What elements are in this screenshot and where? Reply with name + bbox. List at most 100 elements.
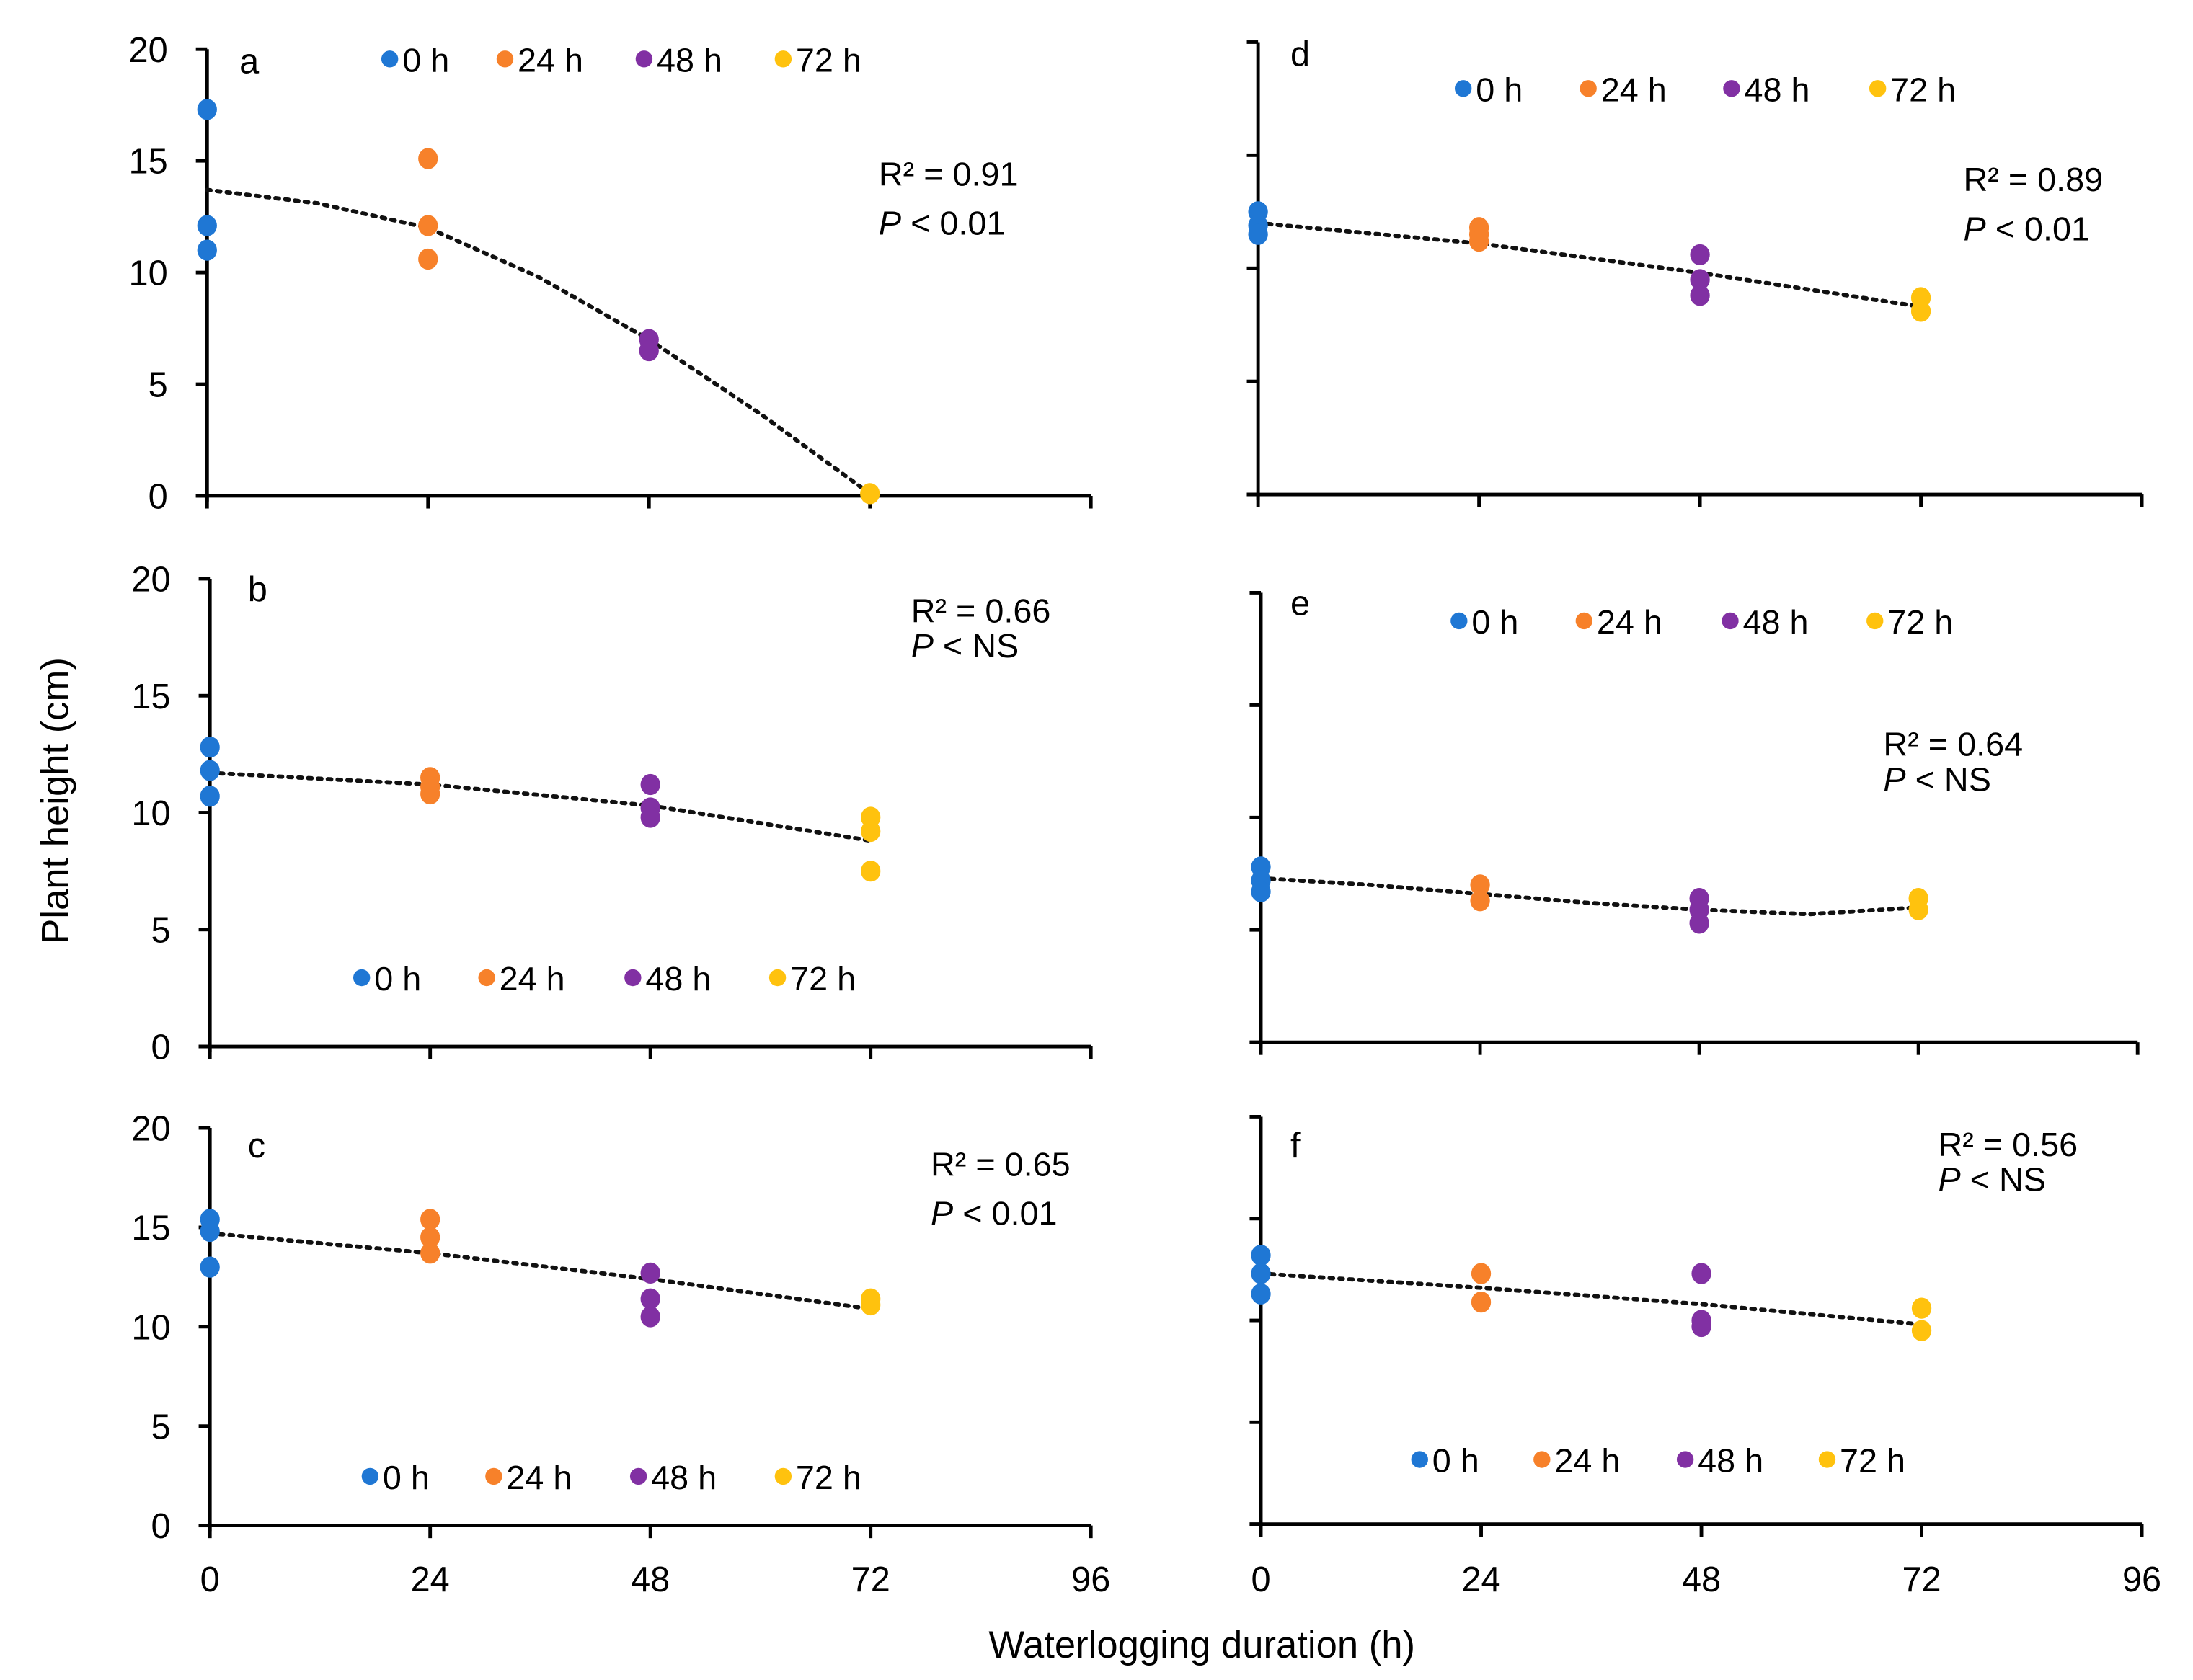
legend-label: 0 h [402, 41, 449, 79]
legend-label: 72 h [1840, 1442, 1905, 1480]
panel-a: 0 5 10 15 20 a 0 h 24 h 48 h 72 h R² = 0.91 P < 0.0… [129, 31, 1093, 517]
data-point-24h [1471, 1263, 1492, 1284]
y-tick-label: 0 [149, 478, 168, 517]
data-point-48h [1690, 244, 1710, 266]
panel-letter: a [239, 42, 260, 81]
data-point-72h [1911, 1320, 1932, 1341]
y-axis-label: Plant height (cm) [34, 657, 76, 944]
data-point-72h [861, 861, 881, 882]
y-tick-label: 20 [129, 31, 168, 70]
legend-marker [381, 50, 399, 68]
trendline [1256, 221, 1923, 309]
panel-e: e 0 h 24 h 48 h 72 h R² = 0.64P < NS [1249, 585, 2140, 1055]
y-tick-label: 0 [151, 1028, 171, 1067]
legend-label: 24 h [506, 1459, 572, 1496]
p-symbol: P [1964, 210, 1986, 247]
legend-label: 72 h [796, 1459, 861, 1496]
legend-label: 48 h [1744, 71, 1809, 108]
y-tick-label: 20 [131, 561, 170, 600]
data-point-72h [1910, 301, 1931, 322]
x-tick-label: 24 [411, 1560, 450, 1599]
data-point-24h [1468, 230, 1489, 252]
legend: 0 h 24 h 48 h 72 h [1411, 1442, 1905, 1480]
legend-label: 24 h [518, 41, 583, 79]
panel-letter: b [248, 570, 267, 609]
x-tick-label: 24 [1461, 1560, 1500, 1599]
legend-marker [768, 969, 787, 987]
p-value-text: < NS [1915, 760, 1991, 798]
data-point-0h [200, 1220, 220, 1243]
y-tick-label: 10 [129, 254, 168, 293]
x-tick-label: 0 [1251, 1560, 1270, 1599]
legend: 0 h 24 h 48 h 72 h [1450, 603, 1953, 641]
legend-marker [635, 50, 653, 68]
legend-marker [478, 969, 495, 987]
data-point-24h [418, 248, 438, 270]
data-point-24h [1470, 874, 1490, 896]
trendline [208, 1231, 873, 1311]
data-point-24h [420, 1243, 440, 1264]
y-tick-label: 20 [131, 1110, 170, 1149]
x-tick-label: 96 [1071, 1560, 1110, 1599]
data-point-0h [1251, 1245, 1271, 1266]
p-value-text: < 0.01 [911, 204, 1005, 241]
r-squared: R² = 0.56 [1938, 1126, 2078, 1163]
p-symbol: P [1938, 1161, 1960, 1199]
p-symbol: P [879, 204, 901, 241]
y-tick-label: 5 [151, 911, 171, 950]
legend-marker [629, 1467, 647, 1485]
data-point-48h [1689, 912, 1709, 934]
y-tick-label: 5 [149, 366, 168, 405]
legend: 0 h 24 h 48 h 72 h [353, 960, 856, 997]
legend-marker [1869, 80, 1887, 97]
data-point-0h [200, 760, 220, 781]
legend-label: 48 h [1743, 603, 1809, 641]
legend-marker [485, 1467, 502, 1485]
legend-marker [1722, 612, 1739, 630]
data-point-0h [197, 215, 217, 236]
p-value: P < NS [1883, 760, 1990, 798]
legend: 0 h 24 h 48 h 72 h [381, 41, 861, 79]
legend-label: 48 h [657, 41, 722, 79]
r-squared: R² = 0.91 [879, 155, 1019, 192]
data-point-0h [1251, 1263, 1271, 1284]
x-tick-label: 72 [851, 1560, 890, 1599]
legend-label: 24 h [1597, 603, 1662, 641]
r-squared: R² = 0.66 [911, 592, 1051, 629]
legend-label: 24 h [1601, 71, 1667, 108]
legend-marker [361, 1467, 379, 1485]
data-point-0h [1251, 881, 1271, 902]
data-point-48h [1690, 285, 1710, 306]
data-point-24h [420, 1209, 440, 1230]
p-symbol: P [1883, 760, 1905, 798]
p-value-text: < NS [1970, 1161, 2046, 1199]
legend-label: 72 h [790, 960, 856, 997]
trendline [1259, 876, 1921, 917]
legend-label: 72 h [796, 41, 861, 79]
r-squared: R² = 0.65 [931, 1145, 1071, 1183]
legend-marker [774, 50, 792, 68]
panel-letter: d [1290, 35, 1310, 74]
x-tick-label: 48 [631, 1560, 670, 1599]
legend-label: 0 h [1471, 603, 1518, 641]
data-point-24h [1471, 1292, 1492, 1313]
legend-marker [1411, 1451, 1428, 1468]
legend-marker [774, 1467, 792, 1485]
data-point-24h [418, 215, 438, 236]
legend: 0 h 24 h 48 h 72 h [1454, 71, 1956, 108]
data-point-48h [1690, 269, 1710, 290]
panel-letter: c [248, 1126, 265, 1165]
data-point-0h [200, 737, 220, 758]
legend-label: 0 h [374, 960, 421, 997]
legend: 0 h 24 h 48 h 72 h [361, 1459, 861, 1496]
legend-marker [1575, 612, 1592, 630]
panel-letter: f [1290, 1126, 1301, 1165]
y-tick-label: 15 [131, 1209, 170, 1248]
legend-label: 72 h [1887, 603, 1953, 641]
p-symbol: P [931, 1195, 953, 1232]
x-tick-label: 72 [1902, 1560, 1941, 1599]
legend-marker [1450, 612, 1468, 630]
legend-label: 24 h [1554, 1442, 1620, 1480]
p-value-text: < 0.01 [1995, 210, 2090, 247]
legend-label: 48 h [651, 1459, 717, 1496]
